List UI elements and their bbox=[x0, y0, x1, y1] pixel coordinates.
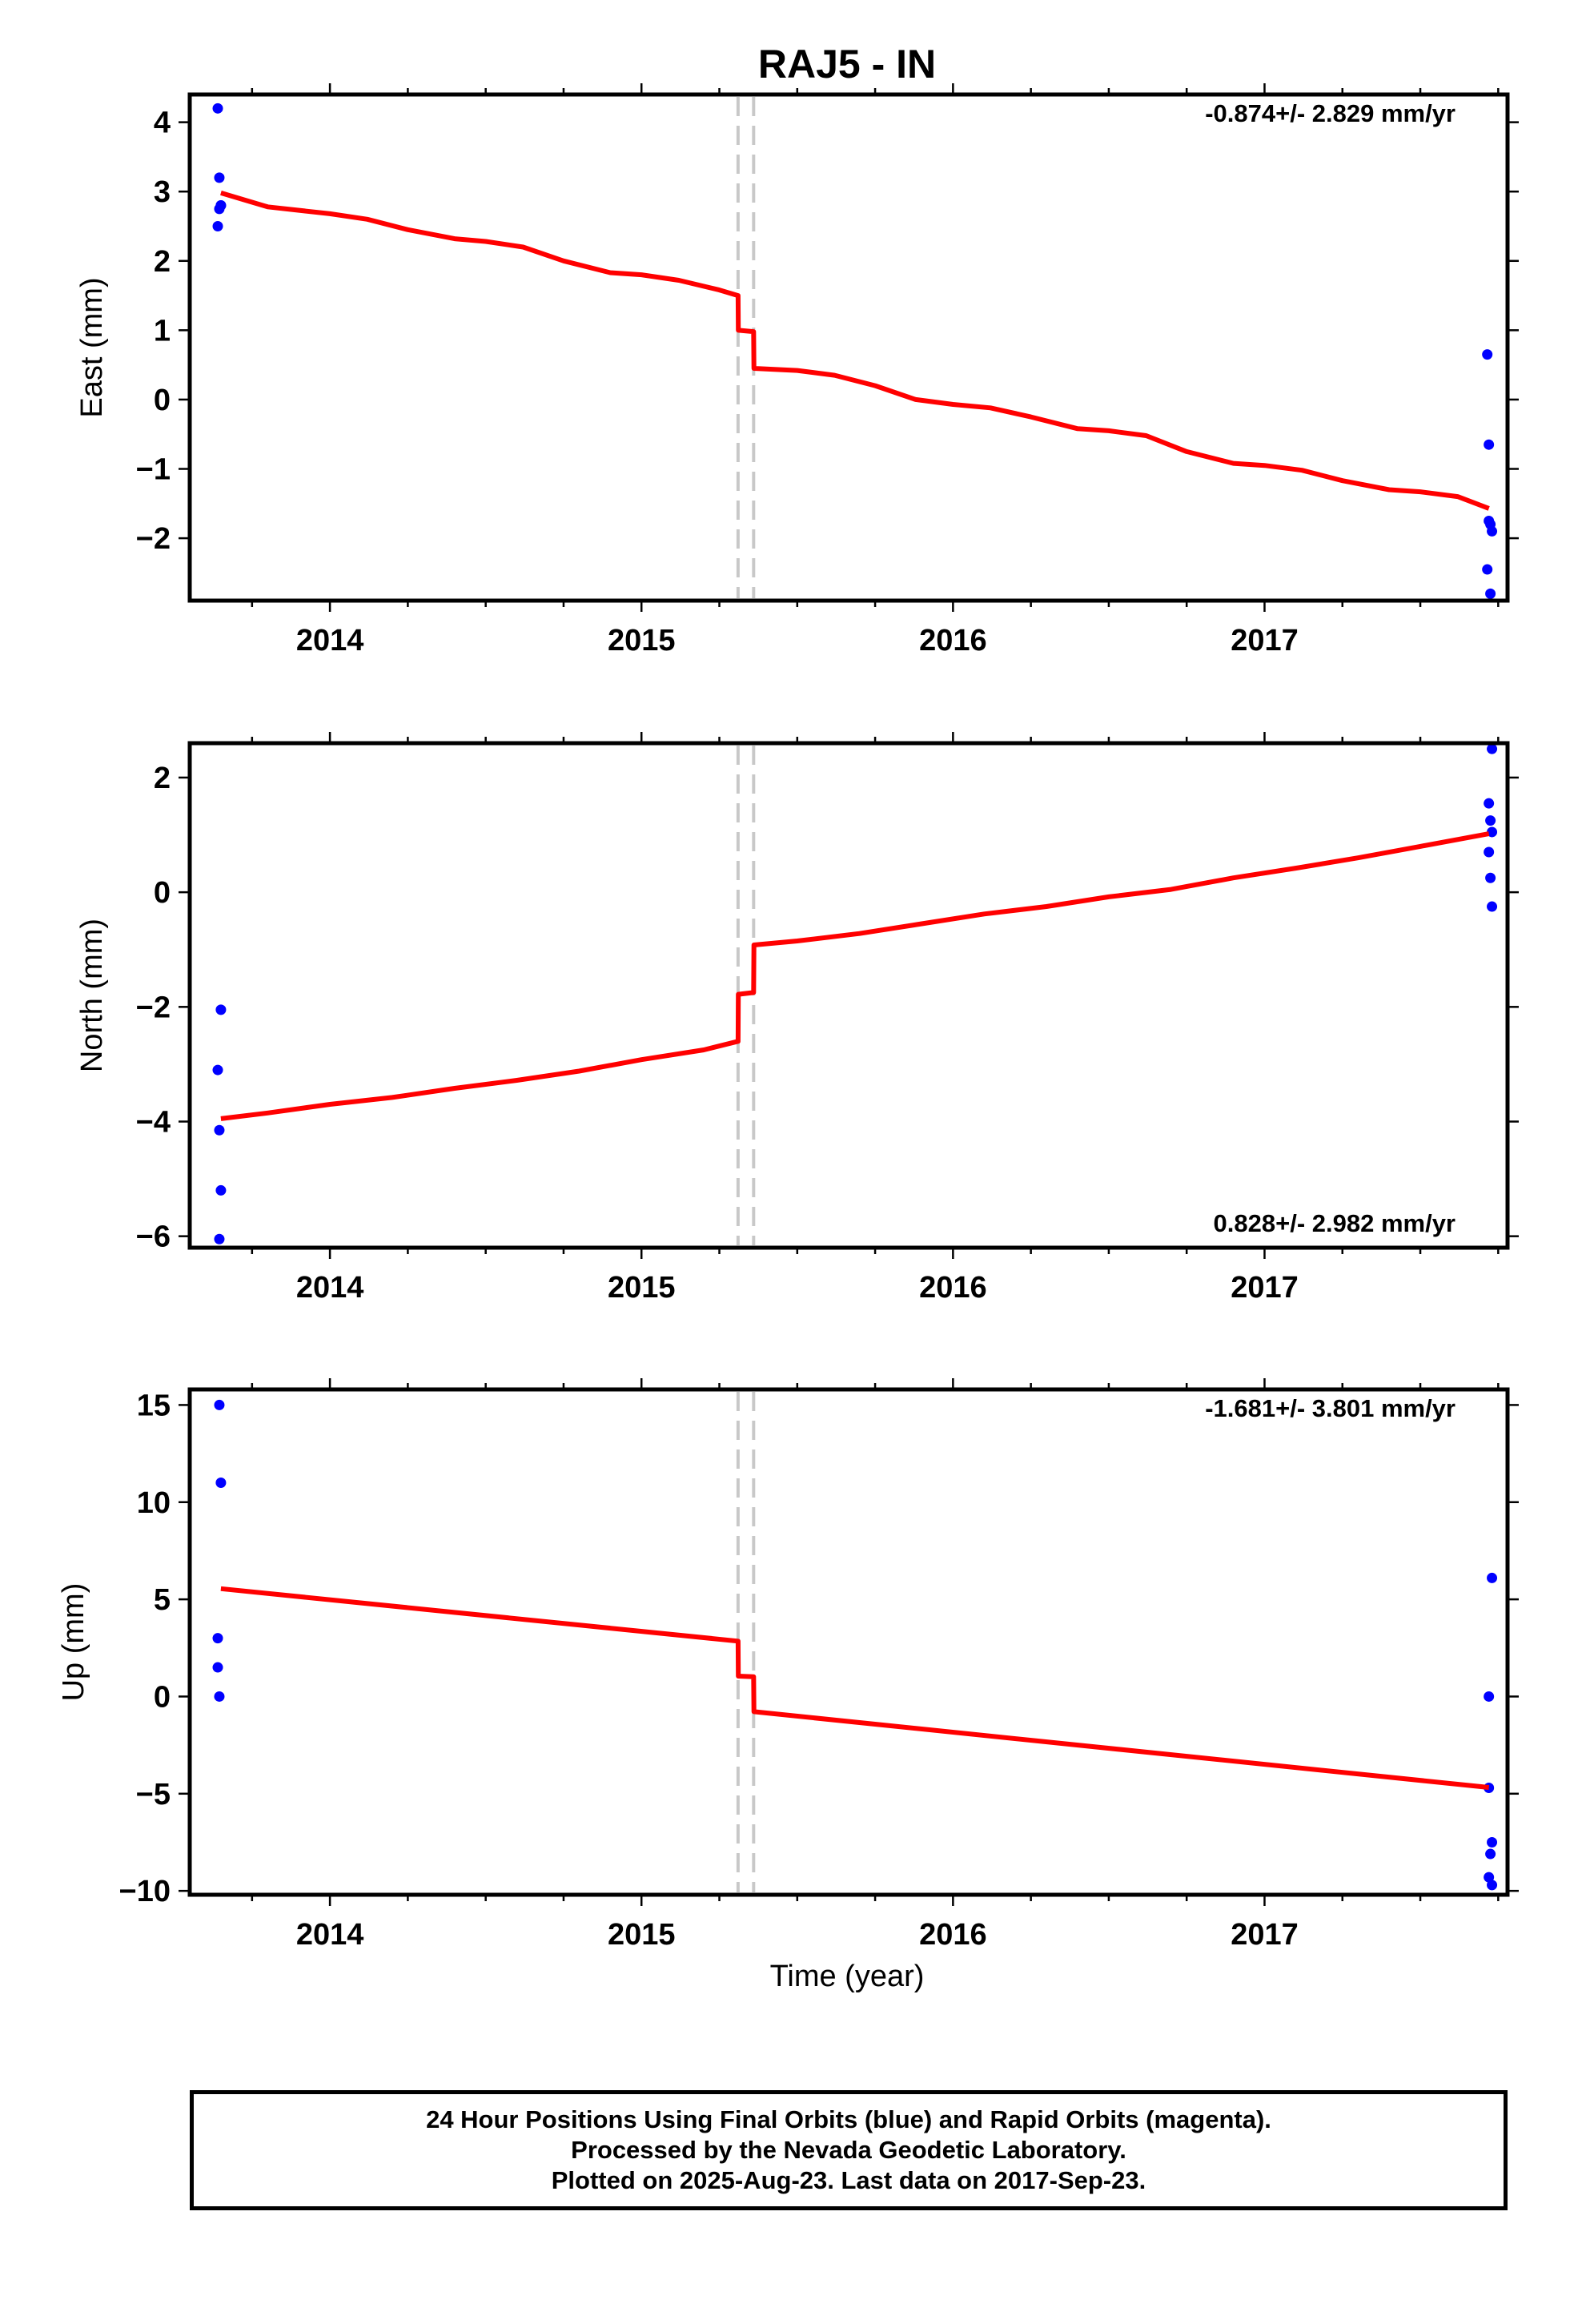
y-tick-label: −2 bbox=[136, 991, 171, 1024]
data-point bbox=[1487, 1572, 1498, 1583]
y-axis-label: Up (mm) bbox=[57, 1583, 90, 1702]
panel-up: 2014 2015 2016 2017 −10 −5 0 5 10 15 Up (mm) -1.681… bbox=[57, 1378, 1519, 1952]
fit-line bbox=[220, 191, 1490, 511]
data-point bbox=[1485, 588, 1496, 599]
data-point bbox=[214, 1399, 225, 1410]
x-tick-label: 2017 bbox=[1231, 624, 1299, 657]
data-point bbox=[1482, 349, 1493, 360]
data-point bbox=[1484, 439, 1495, 450]
y-axis-label: North (mm) bbox=[75, 919, 109, 1072]
y-tick-label: 0 bbox=[154, 1680, 171, 1714]
y-tick-label: 0 bbox=[154, 876, 171, 910]
x-tick-label: 2016 bbox=[919, 1918, 987, 1952]
data-point bbox=[215, 1004, 227, 1015]
velocity-label: 0.828+/- 2.982 mm/yr bbox=[1214, 1209, 1456, 1237]
data-point bbox=[212, 1064, 223, 1076]
data-point bbox=[214, 1691, 225, 1702]
y-tick-label: 10 bbox=[137, 1486, 171, 1520]
panel-east: 2014 2015 2016 2017 −2 −1 0 1 2 3 4 East (mm) -0.874… bbox=[75, 83, 1519, 657]
x-tick-label: 2015 bbox=[608, 1271, 676, 1305]
fit-line bbox=[220, 1586, 1490, 1790]
y-tick-label: −1 bbox=[136, 453, 171, 487]
data-point bbox=[1484, 1691, 1495, 1702]
x-tick-label: 2016 bbox=[919, 624, 987, 657]
y-tick-label: 4 bbox=[154, 107, 171, 140]
fit-line bbox=[220, 831, 1490, 1121]
plot-frame bbox=[187, 1387, 1510, 1897]
data-point bbox=[1487, 525, 1498, 537]
y-tick-label: 5 bbox=[154, 1583, 171, 1617]
data-point bbox=[1487, 826, 1498, 838]
footer-box: 24 Hour Positions Using Final Orbits (bl… bbox=[190, 2090, 1508, 2210]
chart-title: RAJ5 - IN bbox=[758, 42, 936, 86]
data-point bbox=[215, 1477, 227, 1488]
y-tick-label: −10 bbox=[119, 1875, 171, 1908]
y-tick-label: −4 bbox=[136, 1106, 171, 1140]
footer-line-1: 24 Hour Positions Using Final Orbits (bl… bbox=[426, 2105, 1271, 2133]
data-point bbox=[1487, 1836, 1498, 1848]
y-tick-label: −2 bbox=[136, 522, 171, 556]
y-tick-label: 2 bbox=[154, 762, 171, 795]
x-tick-label: 2016 bbox=[919, 1271, 987, 1305]
data-point bbox=[214, 172, 225, 183]
y-tick-label: 1 bbox=[154, 314, 171, 348]
y-tick-label: 2 bbox=[154, 245, 171, 279]
x-tick-label: 2017 bbox=[1231, 1918, 1299, 1952]
y-axis-label: East (mm) bbox=[75, 277, 109, 417]
x-tick-label: 2014 bbox=[296, 624, 364, 657]
x-tick-label: 2015 bbox=[608, 624, 676, 657]
x-axis-label: Time (year) bbox=[770, 1960, 925, 1993]
data-point bbox=[1485, 872, 1496, 883]
data-point bbox=[1484, 798, 1495, 809]
data-point bbox=[215, 200, 227, 211]
y-tick-label: 0 bbox=[154, 384, 171, 417]
plot-frame bbox=[187, 741, 1510, 1250]
x-tick-label: 2014 bbox=[296, 1918, 364, 1952]
data-point bbox=[1487, 743, 1498, 754]
footer-line-3: Plotted on 2025-Aug-23. Last data on 201… bbox=[551, 2166, 1146, 2194]
data-point bbox=[212, 103, 223, 114]
data-point bbox=[214, 1233, 225, 1244]
data-point bbox=[212, 1633, 223, 1644]
data-point bbox=[1487, 1880, 1498, 1891]
panel-north: 2014 2015 2016 2017 −6 −4 −2 0 2 North (mm) 0.828+… bbox=[75, 732, 1519, 1305]
velocity-label: -0.874+/- 2.829 mm/yr bbox=[1205, 99, 1456, 127]
y-tick-label: −6 bbox=[136, 1220, 171, 1254]
y-tick-label: −5 bbox=[136, 1778, 171, 1811]
data-point bbox=[212, 220, 223, 231]
data-point bbox=[215, 1184, 227, 1196]
data-point bbox=[1487, 901, 1498, 912]
data-point bbox=[1485, 815, 1496, 826]
plot-frame bbox=[187, 92, 1510, 603]
y-tick-label: 15 bbox=[137, 1389, 171, 1422]
x-tick-label: 2015 bbox=[608, 1918, 676, 1952]
data-point bbox=[214, 1124, 225, 1136]
data-point bbox=[212, 1662, 223, 1673]
x-tick-label: 2017 bbox=[1231, 1271, 1299, 1305]
data-point bbox=[1485, 1848, 1496, 1860]
data-point bbox=[1482, 564, 1493, 575]
velocity-label: -1.681+/- 3.801 mm/yr bbox=[1205, 1394, 1456, 1422]
x-tick-label: 2014 bbox=[296, 1271, 364, 1305]
footer-line-2: Processed by the Nevada Geodetic Laborat… bbox=[571, 2136, 1126, 2164]
y-tick-label: 3 bbox=[154, 175, 171, 209]
data-point bbox=[1484, 846, 1495, 858]
